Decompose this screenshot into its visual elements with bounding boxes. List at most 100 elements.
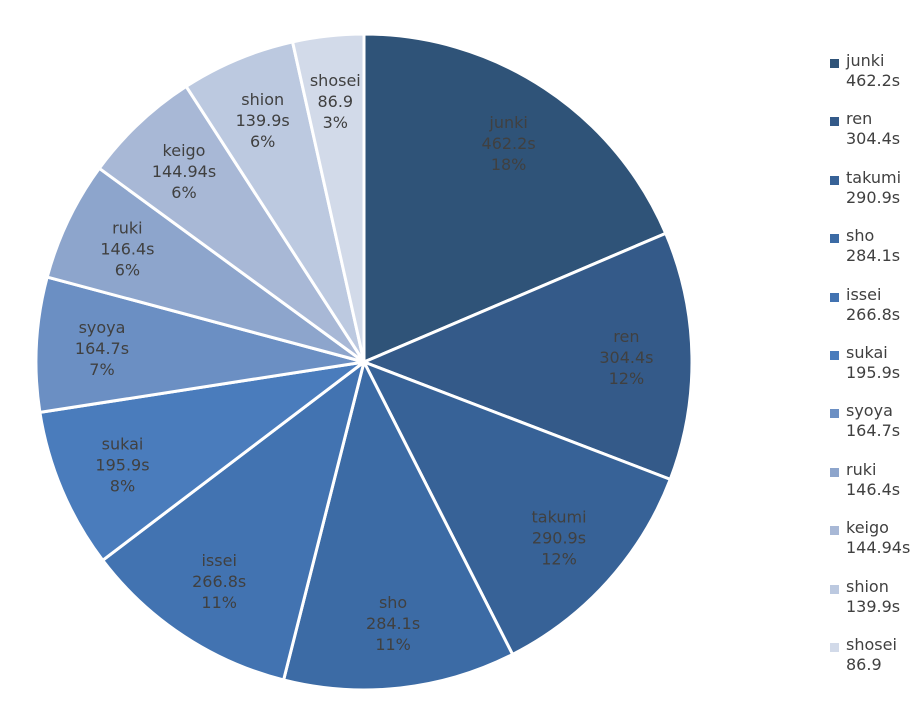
- legend-text: junki 462.2s: [846, 51, 900, 91]
- slice-label-name: junki: [488, 113, 527, 132]
- pie-slice-issei: [101, 360, 366, 682]
- legend-text: ruki 146.4s: [846, 460, 900, 500]
- legend-swatch: [830, 584, 839, 594]
- legend-value: 290.9s: [846, 187, 901, 207]
- legend-text: ren 304.4s: [846, 109, 900, 149]
- legend-value: 139.9s: [846, 596, 901, 616]
- pie-slice-ruki: [45, 166, 366, 364]
- legend-swatch: [830, 642, 839, 652]
- slice-label-name: shion: [241, 90, 284, 109]
- legend-text: shion 139.9s: [846, 577, 900, 617]
- legend-text: syoya 164.7s: [846, 401, 900, 441]
- slice-label-percent: 11%: [201, 593, 237, 612]
- legend-text: sukai 195.9s: [846, 343, 900, 383]
- legend-name: ren: [846, 109, 873, 129]
- legend-name: ruki: [846, 459, 877, 479]
- legend-value: 195.9s: [846, 362, 901, 382]
- slice-label-value: 86.9: [317, 92, 353, 111]
- slice-labels: junki 462.2s 18% ren 304.4s 12% takumi 290.9s 12…: [75, 71, 654, 654]
- slice-label-shion: shion 139.9s 6%: [236, 90, 290, 151]
- legend-name: takumi: [846, 167, 902, 187]
- slice-label-percent: 3%: [323, 113, 348, 132]
- slice-label-value: 164.7s: [75, 339, 129, 358]
- legend-name: shion: [846, 576, 889, 596]
- pie-slice-sho: [282, 360, 515, 692]
- slice-label-name: shosei: [310, 71, 361, 90]
- slice-label-name: takumi: [531, 508, 586, 527]
- pie-slice-junki: [362, 32, 668, 364]
- slice-label-name: ren: [613, 327, 639, 346]
- legend-value: 304.4s: [846, 129, 901, 149]
- legend-name: sho: [846, 226, 875, 246]
- slice-label-percent: 6%: [171, 183, 196, 202]
- pie-slice-shosei: [291, 32, 366, 364]
- slice-label-value: 462.2s: [482, 134, 536, 153]
- slice-label-keigo: keigo 144.94s 6%: [152, 141, 216, 202]
- legend-value: 164.7s: [846, 421, 901, 441]
- slice-label-value: 284.1s: [366, 614, 420, 633]
- legend-value: 144.94s: [846, 538, 911, 558]
- slice-label-name: issei: [201, 551, 236, 570]
- legend-name: issei: [846, 284, 882, 304]
- legend-text: takumi 290.9s: [846, 168, 901, 208]
- legend-text: issei 266.8s: [846, 285, 900, 325]
- slice-label-sukai: sukai 195.9s 8%: [95, 435, 149, 496]
- slice-label-name: syoya: [79, 318, 126, 337]
- slice-label-ren: ren 304.4s 12%: [599, 327, 653, 388]
- slice-label-value: 144.94s: [152, 162, 216, 181]
- slice-label-name: sukai: [102, 435, 144, 454]
- legend-swatch: [830, 467, 839, 477]
- slice-label-ruki: ruki 146.4s 6%: [100, 219, 154, 280]
- legend-text: shosei 86.9: [846, 635, 897, 675]
- legend-value: 266.8s: [846, 304, 901, 324]
- pie-slices: [34, 32, 694, 692]
- slice-label-percent: 12%: [541, 550, 577, 569]
- slice-label-issei: issei 266.8s 11%: [192, 551, 246, 612]
- legend-swatch: [830, 350, 839, 360]
- legend-swatch: [830, 292, 839, 302]
- slice-label-percent: 11%: [375, 635, 411, 654]
- slice-label-value: 139.9s: [236, 111, 290, 130]
- legend-value: 462.2s: [846, 71, 901, 90]
- slice-label-percent: 6%: [115, 261, 140, 280]
- slice-label-junki: junki 462.2s 18%: [482, 113, 536, 174]
- pie-slice-sukai: [38, 360, 366, 562]
- slice-label-sho: sho 284.1s 11%: [366, 593, 420, 654]
- pie-slice-syoya: [34, 275, 366, 414]
- legend-swatch: [830, 526, 839, 536]
- legend-name: sukai: [846, 342, 888, 362]
- slice-label-value: 266.8s: [192, 572, 246, 591]
- legend-value: 284.1s: [846, 246, 901, 266]
- slice-label-percent: 12%: [609, 369, 645, 388]
- slice-label-name: keigo: [163, 141, 206, 160]
- legend-value: 86.9: [846, 654, 882, 674]
- legend-value: 146.4s: [846, 479, 901, 499]
- slice-label-value: 304.4s: [599, 348, 653, 367]
- slice-label-value: 195.9s: [95, 456, 149, 475]
- legend-name: syoya: [846, 401, 893, 421]
- legend-swatch: [830, 409, 839, 419]
- legend-swatch: [830, 234, 839, 244]
- legend-swatch: [830, 59, 839, 68]
- legend-swatch: [830, 117, 839, 127]
- slice-label-name: ruki: [112, 219, 142, 238]
- slice-label-value: 146.4s: [100, 240, 154, 259]
- slice-label-shosei: shosei 86.9 3%: [310, 71, 361, 132]
- slice-label-value: 290.9s: [532, 529, 586, 548]
- slice-label-percent: 6%: [250, 132, 275, 151]
- legend-swatch: [830, 175, 839, 185]
- legend-name: keigo: [846, 518, 889, 538]
- pie-slice-takumi: [362, 360, 672, 656]
- legend-text: sho 284.1s: [846, 226, 900, 266]
- pie-slice-ren: [362, 231, 694, 481]
- slice-label-percent: 8%: [110, 477, 135, 496]
- slice-label-percent: 7%: [89, 360, 114, 379]
- slice-label-percent: 18%: [491, 155, 527, 174]
- slice-label-takumi: takumi 290.9s 12%: [531, 508, 586, 569]
- legend-text: keigo 144.94s: [846, 518, 910, 558]
- slice-label-syoya: syoya 164.7s 7%: [75, 318, 129, 379]
- legend-name: shosei: [846, 634, 897, 654]
- slice-label-name: sho: [379, 593, 407, 612]
- legend-name: junki: [846, 51, 885, 70]
